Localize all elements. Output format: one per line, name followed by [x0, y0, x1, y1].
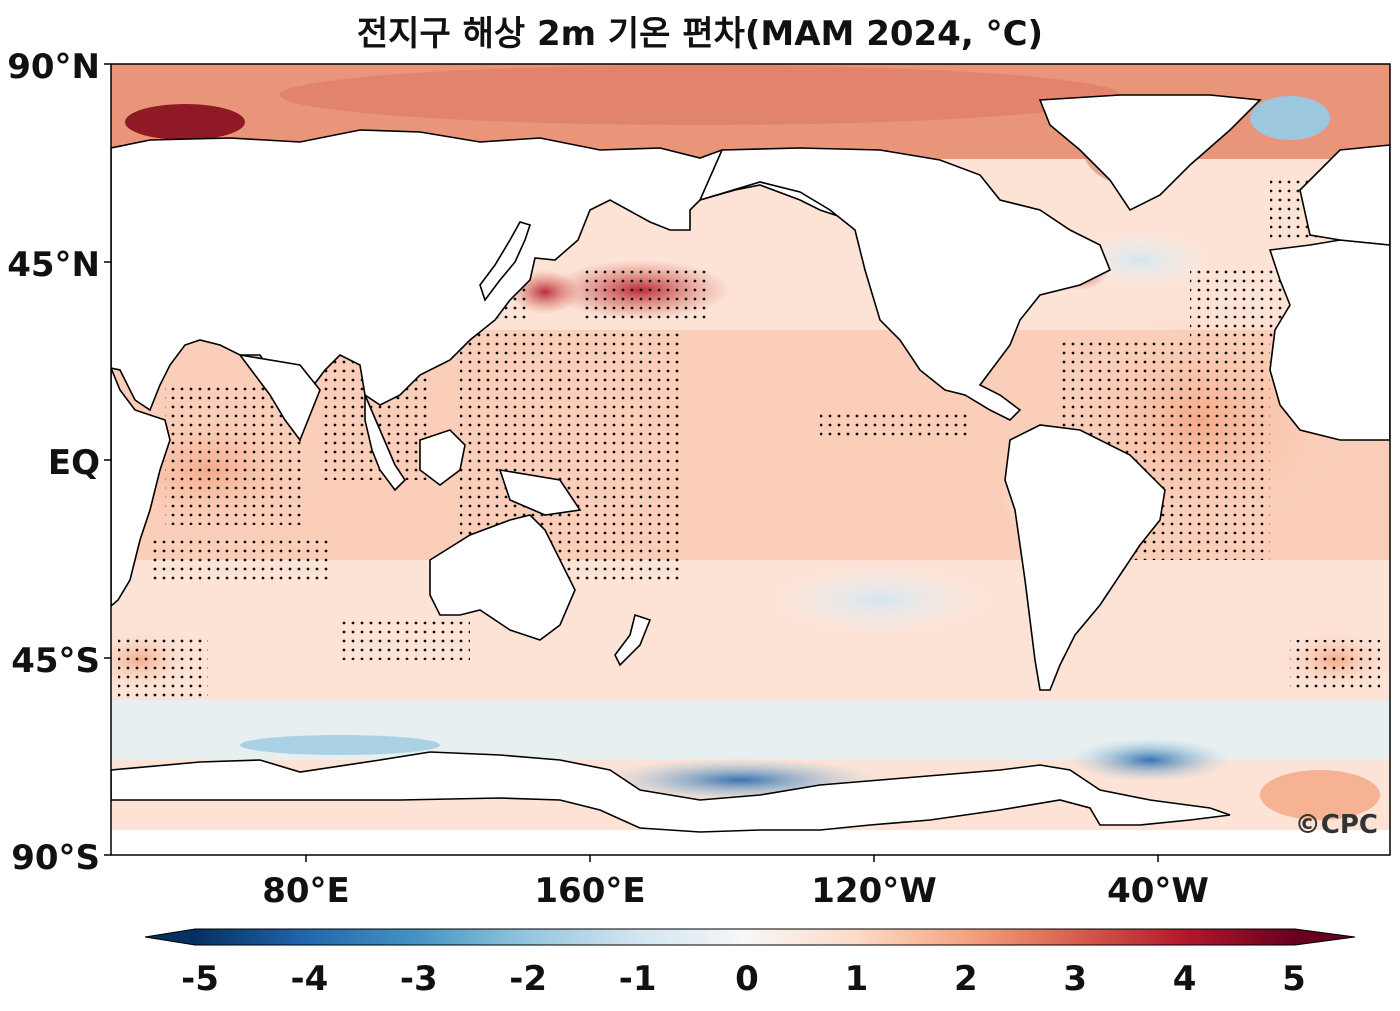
north-america-landmass — [698, 147, 1112, 421]
south-america-landmass — [1004, 424, 1166, 691]
colorbar-tick-label: 1 — [845, 959, 869, 999]
lat-label-eq: EQ — [48, 443, 100, 483]
lon-label-120w: 120°W — [811, 871, 936, 911]
se-asia-landmass — [364, 394, 407, 492]
colorbar-tick-label: -3 — [400, 959, 438, 999]
anomaly-field — [111, 64, 1390, 855]
lon-label-80e: 80°E — [262, 871, 350, 911]
lat-label-45n: 45°N — [7, 245, 100, 285]
borneo-landmass — [419, 429, 466, 486]
antarctica-landmass — [111, 751, 1231, 833]
colorbar — [144, 928, 1356, 946]
lat-ticks — [104, 63, 111, 856]
colorbar-min-extend — [145, 929, 195, 945]
new-zealand-landmass — [614, 613, 652, 667]
colorbar-tick-label: -5 — [181, 959, 219, 999]
colorbar-tick-label: 4 — [1173, 959, 1197, 999]
scandinavia-landmass — [1299, 144, 1390, 246]
europe-africa-east-landmass — [1268, 239, 1390, 441]
lon-ticks — [305, 855, 1159, 862]
colorbar-tick-labels: -5 -4 -3 -2 -1 0 1 2 3 4 5 — [181, 959, 1306, 999]
colorbar-max-extend — [1295, 929, 1355, 945]
land-masses — [111, 94, 1390, 833]
cpc-watermark: ©CPC — [1295, 810, 1378, 840]
africa-landmass — [111, 367, 171, 608]
new-guinea-landmass — [498, 468, 582, 516]
lon-label-160e: 160°E — [534, 871, 645, 911]
colorbar-tick-label: 5 — [1282, 959, 1306, 999]
lat-label-90s: 90°S — [11, 838, 100, 878]
lon-label-40w: 40°W — [1107, 871, 1209, 911]
colorbar-tick-label: -2 — [509, 959, 547, 999]
japan-landmass — [479, 221, 532, 302]
greenland-landmass — [1038, 94, 1262, 212]
colorbar-tick-label: 0 — [735, 959, 759, 999]
colorbar-gradient — [195, 929, 1295, 945]
india-landmass — [238, 353, 321, 442]
lat-label-90n: 90°N — [7, 47, 100, 87]
map-title: 전지구 해상 2m 기온 편차(MAM 2024, °C) — [356, 14, 1044, 54]
colorbar-tick-label: 2 — [954, 959, 978, 999]
lat-label-45s: 45°S — [11, 641, 100, 681]
colorbar-tick-label: -1 — [619, 959, 657, 999]
australia-landmass — [429, 514, 576, 641]
colorbar-tick-label: 3 — [1063, 959, 1087, 999]
colorbar-tick-label: -4 — [291, 959, 329, 999]
